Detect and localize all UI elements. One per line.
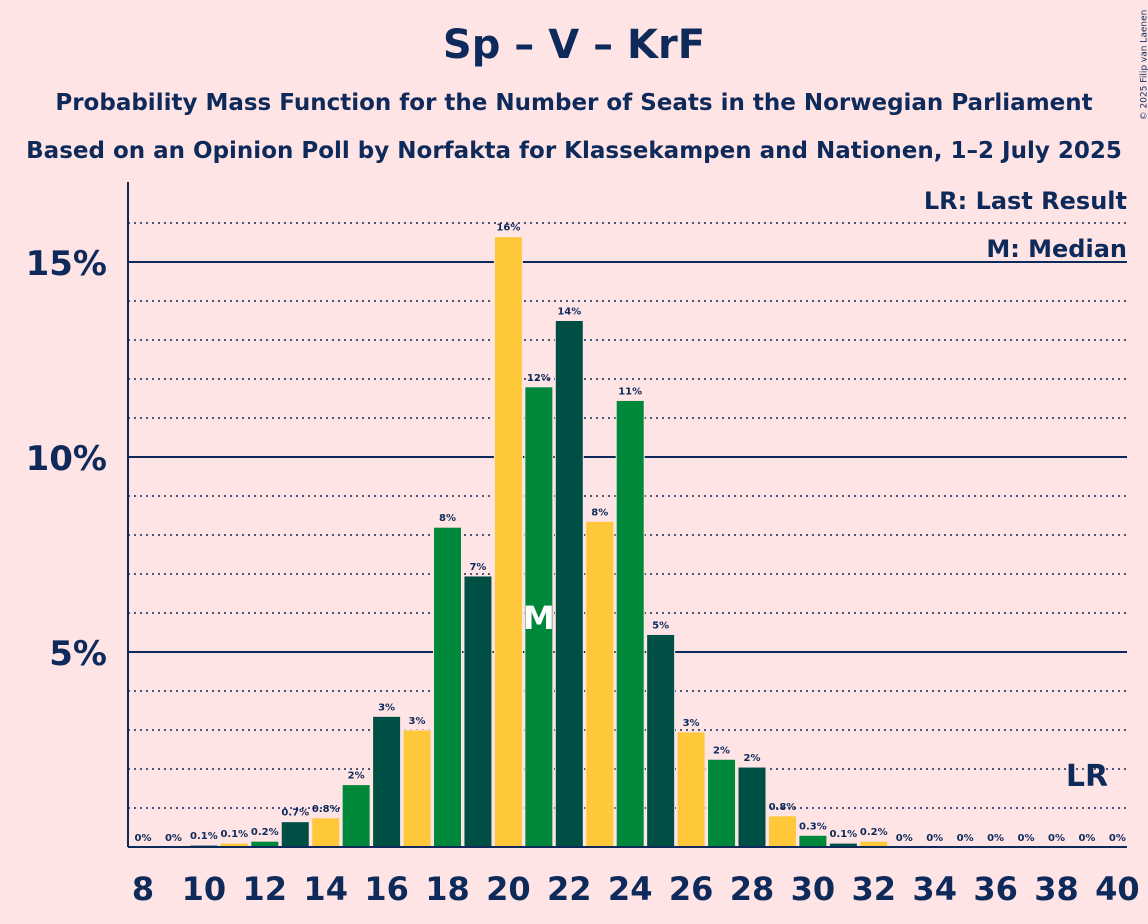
bar [311, 817, 341, 848]
bar-value-label: 0% [896, 833, 913, 844]
x-tick-label: 40 [1095, 870, 1140, 908]
chart-subtitle: Probability Mass Function for the Number… [55, 90, 1093, 116]
bar-value-label: 0% [165, 833, 182, 844]
bar-value-label: 3% [378, 702, 395, 713]
x-tick-label: 20 [486, 870, 531, 908]
y-tick-label: 5% [49, 634, 107, 674]
chart-title: Sp – V – KrF [442, 22, 706, 68]
bar [707, 758, 737, 848]
x-tick-label: 10 [182, 870, 227, 908]
bar-value-label: 0.7% [281, 808, 309, 819]
bar [433, 526, 462, 848]
bar [646, 633, 676, 848]
y-tick-label: 15% [26, 244, 107, 284]
bar-value-label: 5% [652, 620, 669, 631]
bar [493, 236, 523, 848]
bar [463, 575, 493, 848]
bar [585, 520, 615, 848]
bar-value-label: 0% [1018, 833, 1035, 844]
x-tick-label: 28 [730, 870, 775, 908]
bar-value-label: 3% [409, 716, 426, 727]
bar-value-label: 0.1% [220, 829, 248, 840]
x-tick-label: 18 [425, 870, 470, 908]
bar [676, 731, 706, 848]
bar [524, 386, 554, 848]
bar-value-label: 8% [591, 507, 608, 518]
bar-value-label: 0% [987, 833, 1004, 844]
x-tick-label: 36 [973, 870, 1018, 908]
chart-source-line: Based on an Opinion Poll by Norfakta for… [26, 138, 1122, 164]
bar [402, 729, 432, 848]
legend-median: M: Median [986, 235, 1127, 263]
bar-value-label: 11% [618, 386, 642, 397]
bar [615, 399, 645, 848]
x-tick-label: 22 [547, 870, 592, 908]
bar [280, 821, 310, 848]
bar-value-label: 12% [527, 373, 551, 384]
bar-value-label: 0.8% [769, 802, 797, 813]
y-tick-label: 10% [26, 439, 107, 479]
bar-value-label: 0% [1078, 833, 1095, 844]
bar-value-label: 2% [348, 771, 365, 782]
bar-value-label: 0% [135, 833, 152, 844]
bar-value-label: 14% [557, 307, 581, 318]
x-tick-label: 34 [912, 870, 957, 908]
bar-value-label: 0.1% [829, 829, 857, 840]
x-tick-label: 16 [364, 870, 409, 908]
bar-value-label: 8% [439, 513, 456, 524]
bar-value-label: 0.8% [312, 804, 340, 815]
bars [189, 236, 889, 848]
x-tick-label: 32 [852, 870, 897, 908]
x-tick-label: 30 [791, 870, 836, 908]
x-tick-label: 14 [303, 870, 348, 908]
bar-value-label: 0% [957, 833, 974, 844]
bar [737, 766, 767, 848]
x-tick-label: 26 [669, 870, 714, 908]
bar-value-label: 0% [926, 833, 943, 844]
bar [767, 815, 797, 848]
x-tick-label: 24 [608, 870, 653, 908]
x-tick-label: 8 [132, 870, 154, 908]
bar-value-label: 0% [1048, 833, 1065, 844]
bar-value-label: 0.2% [251, 827, 279, 838]
bar-value-label: 7% [469, 562, 486, 573]
legend-last-result: LR: Last Result [924, 187, 1127, 215]
bar-value-label: 0% [1109, 833, 1126, 844]
bar-value-label: 2% [744, 753, 761, 764]
bar [554, 320, 584, 848]
x-tick-label: 38 [1034, 870, 1079, 908]
bar-value-label: 0.2% [860, 827, 888, 838]
bar-value-label: 0.3% [799, 821, 827, 832]
bar [372, 715, 402, 848]
bar [798, 834, 828, 848]
x-tick-label: 12 [243, 870, 288, 908]
last-result-marker: LR [1066, 759, 1108, 794]
bar [341, 784, 371, 848]
data-labels: 0% 0% 0.1% 0.1% 0.2%0.7% 0.8%2%3%3%8%7%16%12%… [135, 223, 1126, 844]
bar-value-label: 16% [496, 223, 520, 234]
bar-value-label: 3% [683, 718, 700, 729]
axes: 5% 10% 15% 8 10 12 14 16 18 20 22 24 26 28 30 32 34 36 38 4… [26, 182, 1140, 908]
median-marker: M [523, 599, 555, 637]
bar-value-label: 0.1% [190, 831, 218, 842]
bar-value-label: 2% [713, 745, 730, 756]
